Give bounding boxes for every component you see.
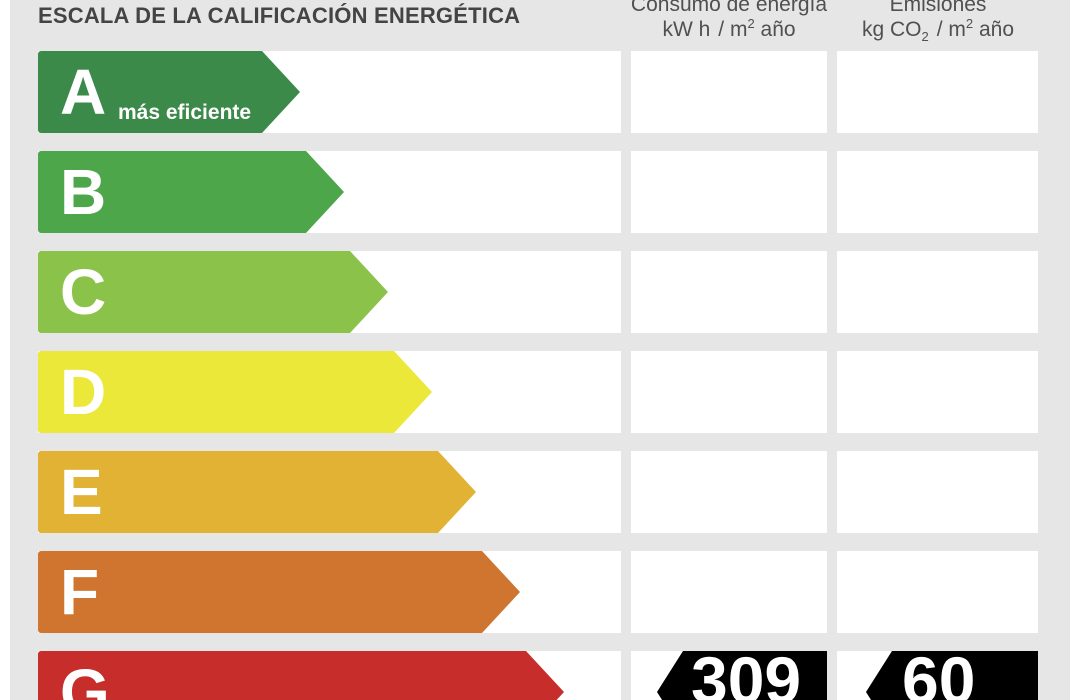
emisiones-unit-gas: kg CO bbox=[861, 18, 922, 41]
grade-letter: B bbox=[60, 156, 107, 228]
emisiones-cell-d bbox=[837, 351, 1038, 433]
grade-letter: A bbox=[60, 56, 107, 128]
grade-arrow-f: F bbox=[38, 551, 520, 633]
emisiones-cell-a bbox=[837, 51, 1038, 133]
scale-title: ESCALA DE LA CALIFICACIÓN ENERGÉTICA bbox=[38, 3, 521, 28]
grade-arrow-c: C bbox=[38, 251, 388, 333]
consumo-unit: kW h / m2 año bbox=[621, 17, 837, 42]
emisiones-unit-year: año bbox=[973, 18, 1015, 41]
emisiones-cell-c bbox=[837, 251, 1038, 333]
emisiones-unit-sub: 2 bbox=[921, 29, 929, 45]
consumo-cell-c bbox=[631, 251, 827, 333]
emisiones-unit: kg CO2/ m2 año bbox=[830, 16, 1046, 45]
consumo-value: 309 bbox=[691, 643, 802, 700]
consumo-cell-b bbox=[631, 151, 827, 233]
consumo-unit-year: año bbox=[754, 18, 796, 41]
grade-sub-label: más eficiente bbox=[118, 101, 252, 124]
emisiones-value: 60 bbox=[902, 643, 976, 700]
grade-arrow-d: D bbox=[38, 351, 432, 433]
consumo-value-badge: 309 bbox=[657, 651, 827, 700]
emisiones-heading: Emisiones bbox=[889, 0, 987, 16]
emisiones-value-badge: 60 bbox=[866, 651, 1038, 700]
consumo-heading: Consumo de energía bbox=[630, 0, 828, 16]
consumo-cell-e bbox=[631, 451, 827, 533]
emisiones-unit-sup: 2 bbox=[965, 16, 974, 31]
emisiones-cell-b bbox=[837, 151, 1038, 233]
grade-arrow-b: B bbox=[38, 151, 344, 233]
grade-letter: C bbox=[60, 256, 107, 328]
grade-letter: G bbox=[60, 656, 110, 700]
consumo-cell-d bbox=[631, 351, 827, 433]
consumo-column-header: Consumo de energía kW h / m2 año bbox=[621, 0, 837, 42]
emisiones-cell-e bbox=[837, 451, 1038, 533]
emisiones-cell-f bbox=[837, 551, 1038, 633]
grade-letter: F bbox=[60, 556, 100, 628]
consumo-cell-f bbox=[631, 551, 827, 633]
grade-letter: D bbox=[60, 356, 107, 428]
emisiones-unit-area: / m bbox=[936, 18, 966, 41]
consumo-unit-area: / m bbox=[718, 18, 748, 41]
grade-letter: E bbox=[60, 456, 103, 528]
grade-arrow-e: E bbox=[38, 451, 476, 533]
consumo-unit-energy: kW h bbox=[662, 18, 711, 41]
consumo-unit-sup: 2 bbox=[747, 16, 755, 31]
grade-arrow-g: G bbox=[38, 651, 564, 700]
emisiones-column-header: Emisiones kg CO2/ m2 año bbox=[830, 0, 1046, 45]
consumo-cell-a bbox=[631, 51, 827, 133]
